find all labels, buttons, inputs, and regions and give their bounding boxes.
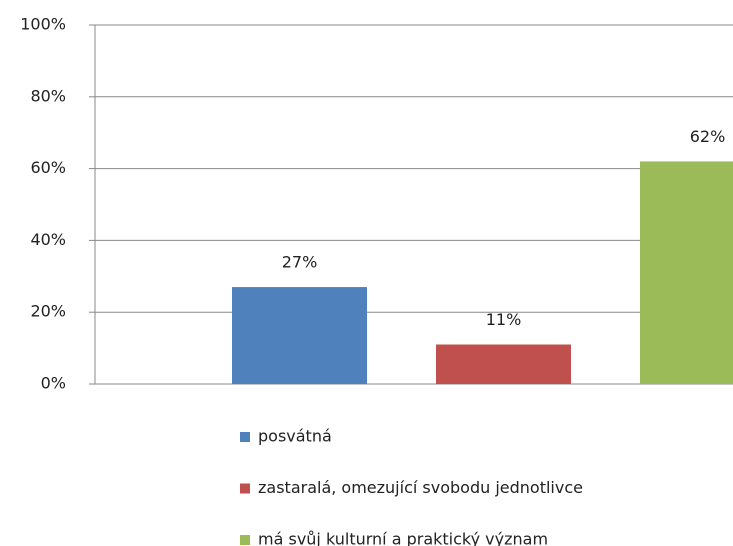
y-tick-label: 60% (30, 158, 66, 177)
y-tick-label: 80% (30, 86, 66, 105)
y-tick-label: 100% (20, 15, 66, 34)
legend-swatch (240, 483, 250, 494)
bar (232, 287, 367, 384)
legend-swatch (240, 432, 250, 442)
legend-swatch (240, 535, 250, 545)
bar (640, 161, 733, 384)
data-label: 11% (486, 310, 522, 329)
legend-label: má svůj kulturní a praktický význam (258, 530, 548, 546)
bar (436, 344, 571, 384)
data-label: 27% (282, 253, 318, 272)
y-tick-label: 40% (30, 230, 66, 249)
legend-label: posvátná (258, 427, 332, 446)
legend-label: zastaralá, omezující svobodu jednotlivce (258, 478, 583, 497)
y-tick-label: 0% (41, 374, 66, 393)
data-label: 62% (690, 127, 726, 146)
y-tick-label: 20% (30, 302, 66, 321)
